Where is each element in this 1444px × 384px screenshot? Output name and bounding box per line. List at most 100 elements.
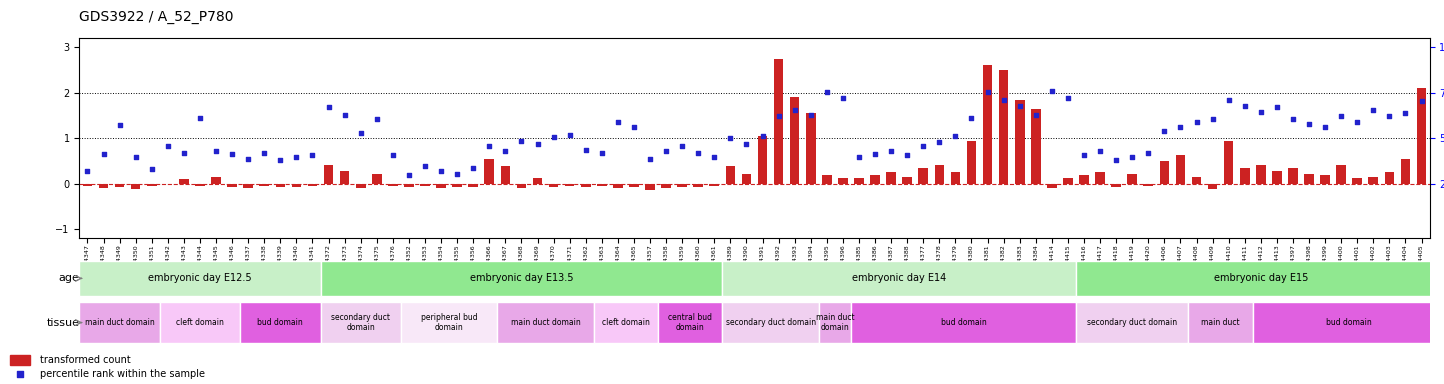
- FancyBboxPatch shape: [160, 302, 240, 343]
- Point: [478, 143, 501, 149]
- Point: [832, 95, 855, 101]
- Text: embryonic day E13.5: embryonic day E13.5: [469, 273, 573, 283]
- Bar: [950, 172, 960, 184]
- Bar: [806, 113, 816, 184]
- Bar: [404, 184, 414, 187]
- Bar: [420, 184, 430, 186]
- Point: [1008, 103, 1031, 109]
- Text: main duct domain: main duct domain: [511, 318, 580, 327]
- Bar: [725, 166, 735, 184]
- Bar: [1031, 109, 1041, 184]
- Text: embryonic day E14: embryonic day E14: [852, 273, 946, 283]
- FancyBboxPatch shape: [321, 302, 401, 343]
- Bar: [147, 184, 156, 186]
- Bar: [1079, 175, 1089, 184]
- Bar: [1207, 184, 1217, 189]
- Text: embryonic day E12.5: embryonic day E12.5: [149, 273, 251, 283]
- FancyBboxPatch shape: [722, 261, 1076, 296]
- Point: [654, 148, 677, 154]
- Bar: [195, 184, 205, 186]
- Point: [1089, 148, 1112, 154]
- Bar: [774, 59, 784, 184]
- Bar: [1225, 141, 1233, 184]
- Bar: [1240, 168, 1249, 184]
- Bar: [693, 184, 703, 187]
- Point: [622, 124, 645, 130]
- Point: [848, 154, 871, 161]
- Text: cleft domain: cleft domain: [176, 318, 224, 327]
- Point: [318, 104, 341, 111]
- Text: main duct: main duct: [1201, 318, 1240, 327]
- Point: [816, 89, 839, 95]
- Bar: [645, 184, 654, 190]
- Point: [269, 157, 292, 163]
- Point: [1040, 88, 1063, 94]
- Point: [1217, 97, 1240, 103]
- Bar: [501, 166, 510, 184]
- Text: main duct domain: main duct domain: [85, 318, 155, 327]
- Bar: [1288, 168, 1298, 184]
- Bar: [1304, 174, 1314, 184]
- Bar: [1401, 159, 1411, 184]
- Point: [526, 141, 549, 147]
- Point: [1201, 116, 1225, 122]
- Point: [751, 133, 774, 139]
- Point: [606, 119, 630, 126]
- Bar: [1336, 165, 1346, 184]
- Point: [188, 115, 211, 121]
- Bar: [98, 184, 108, 188]
- Bar: [983, 65, 992, 184]
- Point: [140, 166, 163, 172]
- Point: [767, 113, 790, 119]
- FancyBboxPatch shape: [1188, 302, 1253, 343]
- Point: [557, 132, 580, 138]
- Text: tissue: tissue: [46, 318, 79, 328]
- Bar: [227, 184, 237, 187]
- Bar: [82, 184, 92, 186]
- Bar: [677, 184, 687, 187]
- Text: age: age: [59, 273, 79, 283]
- Point: [944, 133, 967, 139]
- Point: [783, 107, 806, 113]
- Point: [1409, 98, 1432, 104]
- Bar: [10, 355, 30, 365]
- Point: [911, 143, 934, 149]
- Point: [365, 116, 388, 122]
- Point: [334, 112, 357, 118]
- Point: [1168, 124, 1191, 130]
- Point: [992, 97, 1015, 103]
- Point: [542, 134, 565, 141]
- FancyBboxPatch shape: [1076, 302, 1188, 343]
- Bar: [1320, 175, 1330, 184]
- Point: [397, 172, 420, 179]
- Point: [895, 152, 918, 159]
- FancyBboxPatch shape: [819, 302, 851, 343]
- Text: embryonic day E15: embryonic day E15: [1213, 273, 1308, 283]
- Point: [429, 168, 452, 174]
- Point: [687, 150, 710, 156]
- Text: secondary duct
domain: secondary duct domain: [331, 313, 390, 332]
- Point: [719, 135, 742, 141]
- Point: [928, 139, 952, 145]
- Bar: [661, 184, 671, 188]
- Point: [1281, 116, 1304, 122]
- Point: [510, 137, 533, 144]
- Point: [1265, 104, 1288, 111]
- Text: secondary duct domain: secondary duct domain: [1087, 318, 1177, 327]
- Bar: [114, 184, 124, 187]
- Point: [300, 152, 323, 159]
- Bar: [790, 98, 800, 184]
- Point: [703, 154, 726, 161]
- FancyBboxPatch shape: [658, 302, 722, 343]
- Bar: [902, 177, 913, 184]
- Bar: [131, 184, 140, 189]
- Point: [799, 112, 822, 118]
- Point: [1136, 150, 1160, 156]
- Bar: [822, 175, 832, 184]
- Point: [638, 156, 661, 162]
- FancyBboxPatch shape: [722, 302, 819, 343]
- Point: [864, 151, 887, 157]
- Point: [172, 150, 195, 156]
- Bar: [373, 174, 381, 184]
- Bar: [999, 70, 1008, 184]
